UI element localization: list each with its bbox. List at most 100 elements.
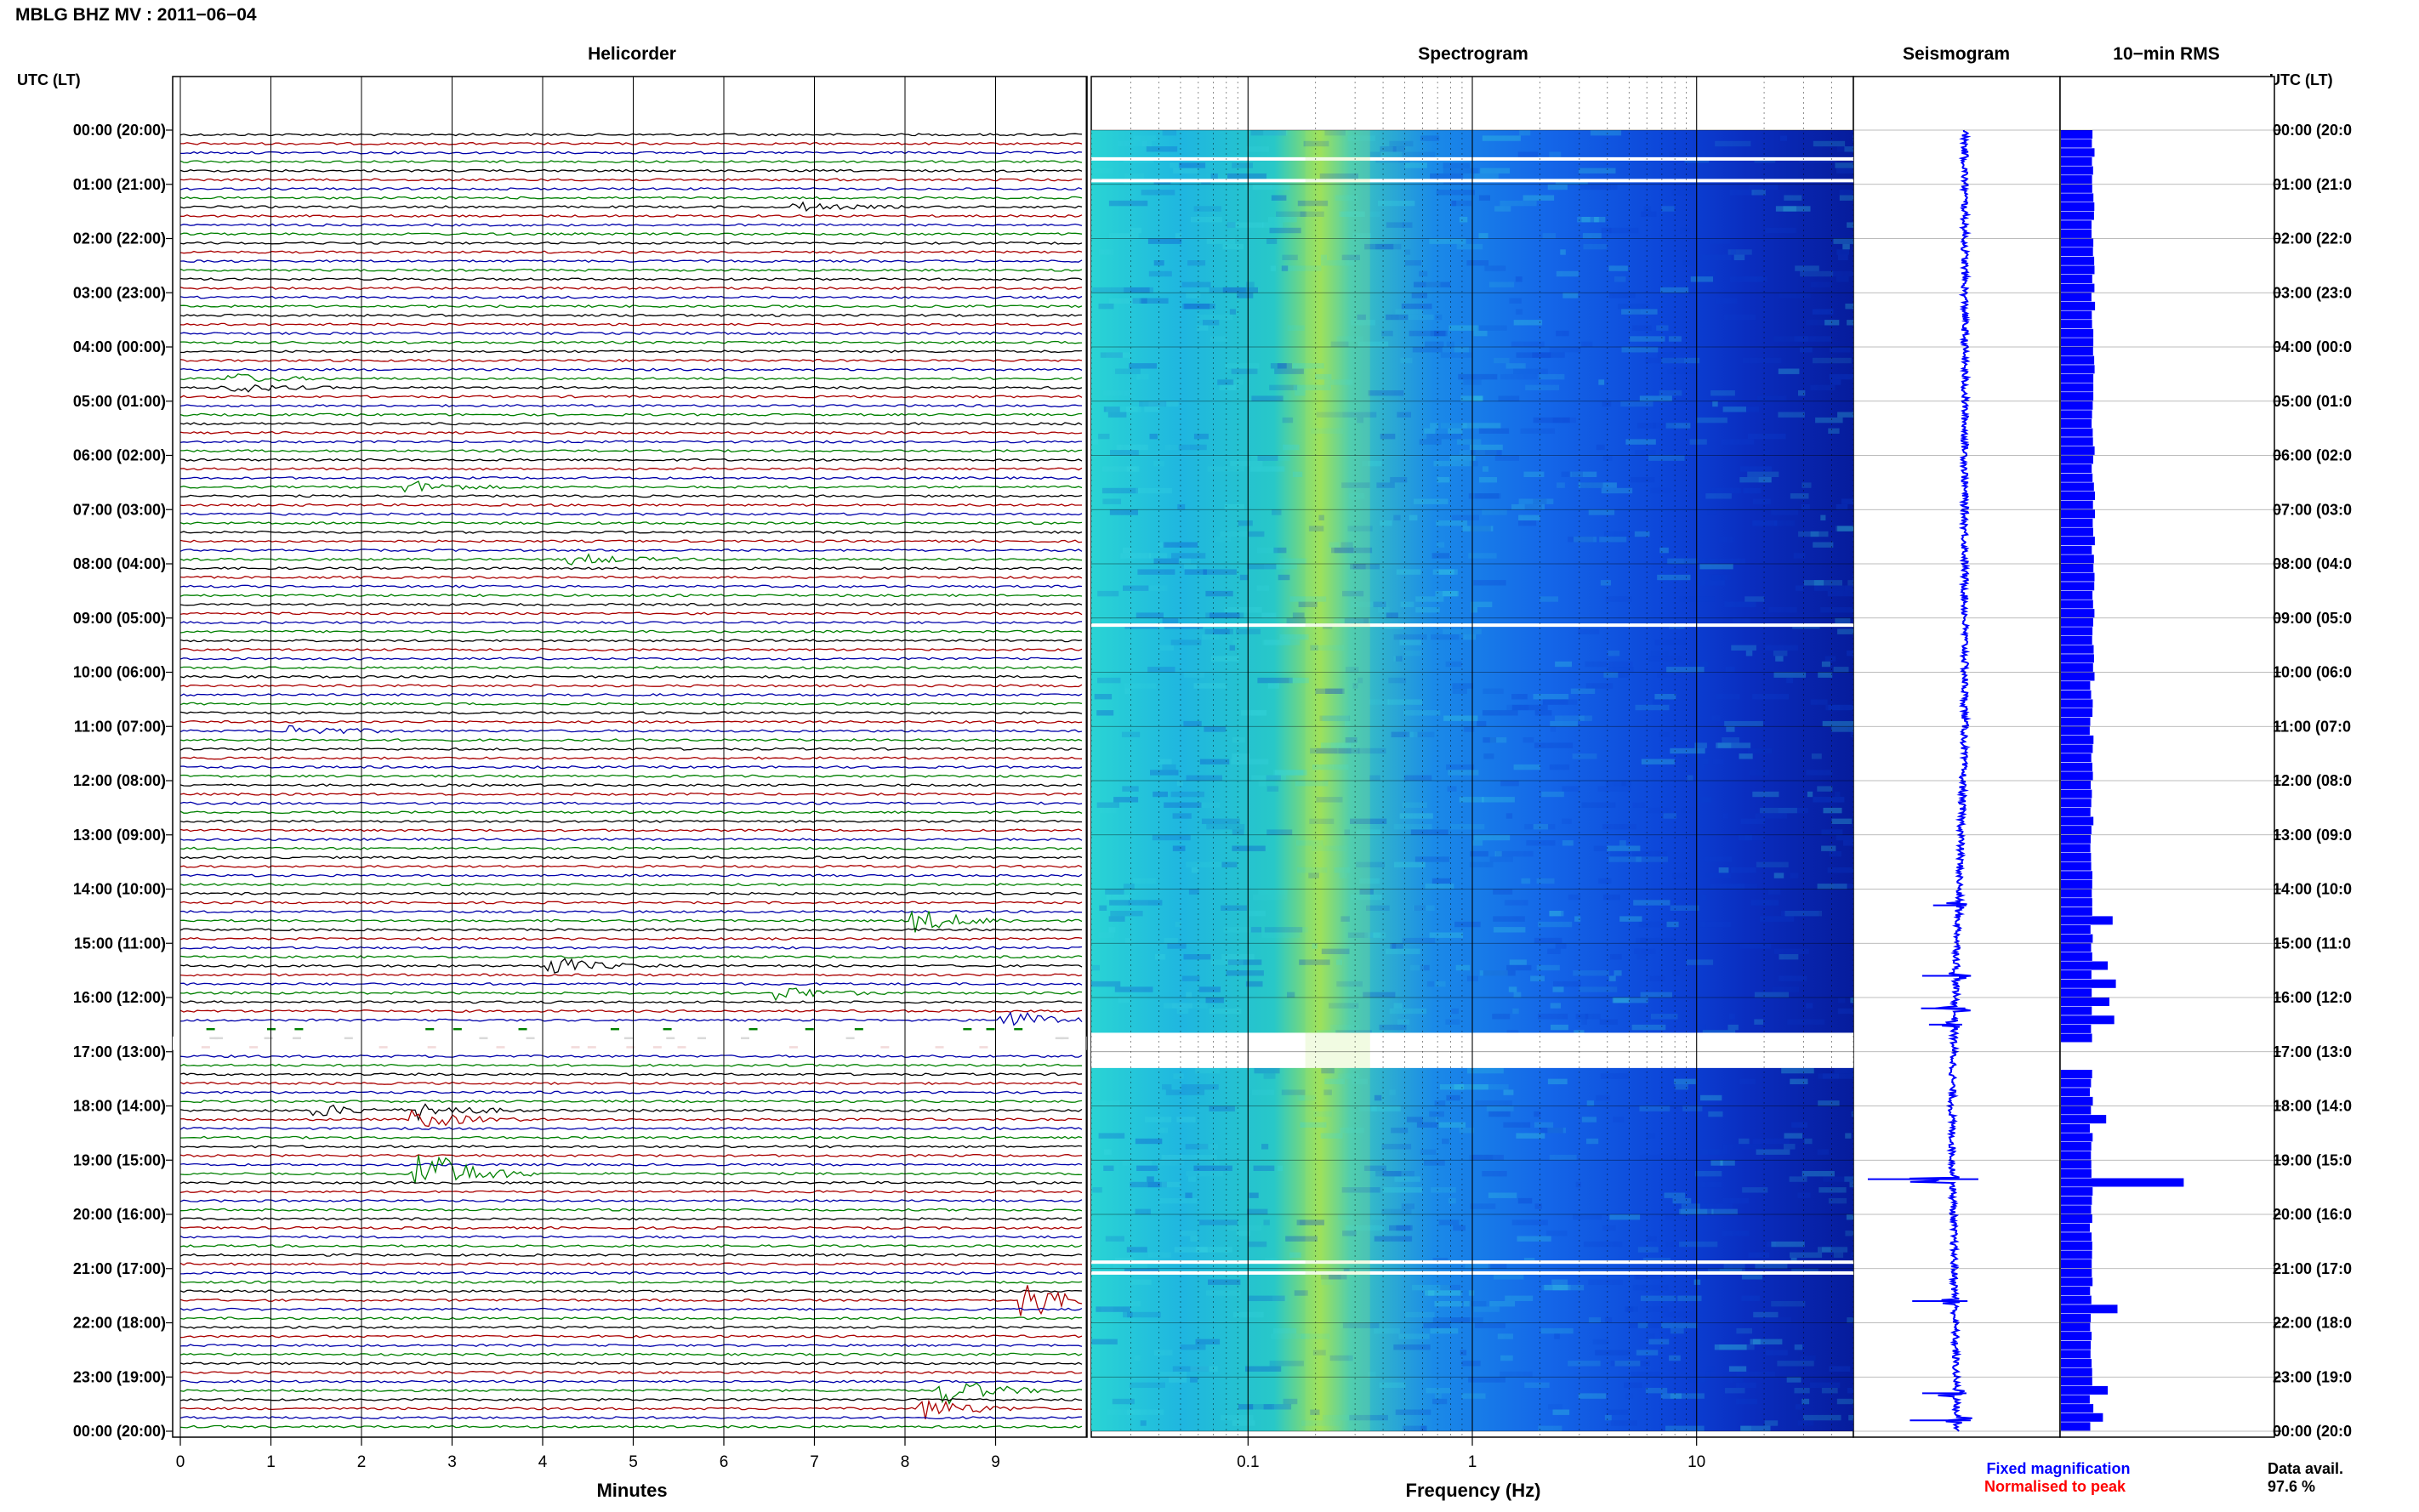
- spectrogram-texture-cell: [1350, 818, 1387, 824]
- spectrogram-texture-cell: [1341, 482, 1370, 488]
- spectrogram-texture-cell: [1252, 184, 1290, 190]
- spectrogram-texture-cell: [1568, 894, 1581, 901]
- spectrogram-texture-cell: [1352, 564, 1380, 570]
- spectrogram-texture-cell: [1705, 1371, 1711, 1378]
- spectrogram-texture-cell: [1554, 715, 1592, 721]
- spectrogram-texture-cell: [1784, 1133, 1803, 1139]
- spectrogram-texture-cell: [1449, 455, 1476, 461]
- spectrogram-texture-cell: [1750, 834, 1766, 841]
- spectrogram-texture-cell: [1231, 759, 1269, 765]
- helicorder-trace: [179, 1180, 1083, 1185]
- minute-tick-label: 5: [629, 1453, 638, 1471]
- spectrogram-texture-cell: [1787, 1019, 1824, 1025]
- spectrogram-texture-cell: [1518, 514, 1540, 520]
- spectrogram-texture-cell: [1312, 1350, 1326, 1356]
- spectrogram-texture-cell: [1164, 937, 1178, 944]
- helicorder-trace: [179, 1011, 1083, 1026]
- left-time-label: 07:00 (03:00): [73, 501, 166, 518]
- spectrogram-texture-cell: [1578, 482, 1617, 488]
- spectrogram-texture-cell: [1711, 715, 1721, 721]
- helicorder-trace: [179, 657, 1083, 661]
- rms-bar: [2061, 1070, 2092, 1078]
- spectrogram-texture-cell: [1380, 434, 1396, 440]
- spectrogram-texture-cell: [1347, 135, 1375, 141]
- spectrogram-texture-cell: [1718, 537, 1736, 543]
- spectrogram-texture-cell: [1778, 975, 1807, 981]
- rms-bar: [2061, 998, 2109, 1006]
- spectrogram-texture-cell: [1711, 487, 1742, 494]
- rms-bar: [2061, 636, 2092, 645]
- spectrogram-texture-cell: [1581, 1019, 1587, 1025]
- spectrogram-texture-cell: [1695, 1024, 1706, 1031]
- rms-bar: [2061, 392, 2094, 401]
- spectrogram-texture-cell: [1815, 417, 1843, 423]
- spectrogram-texture-cell: [1374, 1327, 1400, 1334]
- spectrogram-texture-cell: [1820, 514, 1826, 520]
- spectrogram-texture-cell: [1657, 352, 1676, 358]
- spectrogram-texture-cell: [1850, 731, 1853, 737]
- spectrogram-texture-cell: [1172, 1366, 1210, 1372]
- spectrogram-texture-cell: [1489, 1301, 1516, 1307]
- spectrogram-texture-cell: [1452, 683, 1473, 689]
- spectrogram-texture-cell: [1376, 482, 1395, 488]
- helicorder-trace: [179, 1382, 1083, 1406]
- spectrogram-texture-cell: [1392, 943, 1403, 949]
- spectrogram-texture-cell: [1210, 612, 1240, 618]
- spectrogram-texture-cell: [1108, 298, 1140, 304]
- spectrogram-texture-cell: [1562, 818, 1572, 824]
- spectrogram-texture-cell: [1759, 807, 1797, 814]
- spectrogram-texture-cell: [1450, 1317, 1483, 1323]
- rms-bar: [2061, 807, 2091, 816]
- spectrogram-texture-cell: [1473, 834, 1511, 841]
- spectrogram-texture-cell: [1697, 417, 1727, 423]
- spectrogram-texture-cell: [1741, 1274, 1763, 1280]
- spectrogram-texture-cell: [1733, 617, 1750, 624]
- spectrogram-texture-cell: [1310, 1409, 1320, 1415]
- spectrogram-texture-cell: [1710, 1160, 1723, 1166]
- helicorder-trace: [179, 1289, 1083, 1293]
- spectrogram-texture-cell: [1471, 450, 1502, 456]
- spectrogram-texture-cell: [1549, 151, 1562, 157]
- spectrogram-texture-cell: [1280, 558, 1307, 564]
- spectrogram-texture-cell: [1395, 656, 1403, 662]
- right-time-label: 14:00 (10:0: [2273, 881, 2352, 898]
- spectrogram-texture-cell: [1092, 1187, 1102, 1193]
- helicorder-trace: [179, 725, 1083, 735]
- spectrogram-texture-cell: [1426, 1388, 1451, 1394]
- spectrogram-texture-cell: [1633, 900, 1671, 906]
- right-time-label: 07:00 (03:0: [2273, 501, 2352, 518]
- rms-bar: [2061, 799, 2092, 808]
- spectrogram-texture-cell: [1312, 645, 1345, 651]
- spectrogram-texture-cell: [1483, 970, 1516, 976]
- spectrogram-texture-cell: [1396, 1225, 1411, 1231]
- spectrogram-texture-cell: [1386, 222, 1404, 228]
- spectrogram-texture-cell: [1381, 1208, 1412, 1214]
- spectrogram-texture-cell: [1312, 845, 1347, 851]
- spectrogram-texture-cell: [1271, 195, 1287, 201]
- spectrogram-texture-cell: [1469, 460, 1478, 467]
- spectrogram-texture-cell: [1293, 384, 1331, 390]
- helicorder-trace: [179, 322, 1083, 327]
- spectrogram-texture-cell: [1595, 1350, 1631, 1356]
- spectrogram-texture-cell: [1404, 249, 1411, 255]
- rms-bar: [2061, 1287, 2091, 1295]
- spectrogram-texture-cell: [1171, 553, 1206, 559]
- spectrogram-texture-cell: [1434, 1393, 1442, 1399]
- spectrogram-texture-cell: [1422, 1117, 1437, 1123]
- spectrogram-texture-cell: [1710, 884, 1745, 890]
- rms-bar: [2061, 952, 2092, 961]
- helicorder-trace: [180, 449, 1083, 453]
- spectrogram-texture-cell: [1395, 309, 1423, 315]
- spectrogram-texture-cell: [1536, 878, 1555, 884]
- spectrogram-texture-cell: [1847, 651, 1853, 657]
- spectrogram-texture-cell: [1632, 1284, 1669, 1291]
- spectrogram-texture-cell: [1848, 726, 1853, 732]
- spectrogram-texture-cell: [1657, 672, 1695, 678]
- rms-bar: [2061, 916, 2113, 925]
- left-time-label: 02:00 (22:00): [73, 230, 166, 247]
- rms-bar: [2061, 1268, 2092, 1277]
- spectrogram-texture-cell: [1813, 140, 1846, 147]
- spectrogram-texture-cell: [1321, 948, 1350, 954]
- spectrogram-texture-cell: [1257, 677, 1293, 684]
- spectrogram-texture-cell: [1319, 715, 1351, 721]
